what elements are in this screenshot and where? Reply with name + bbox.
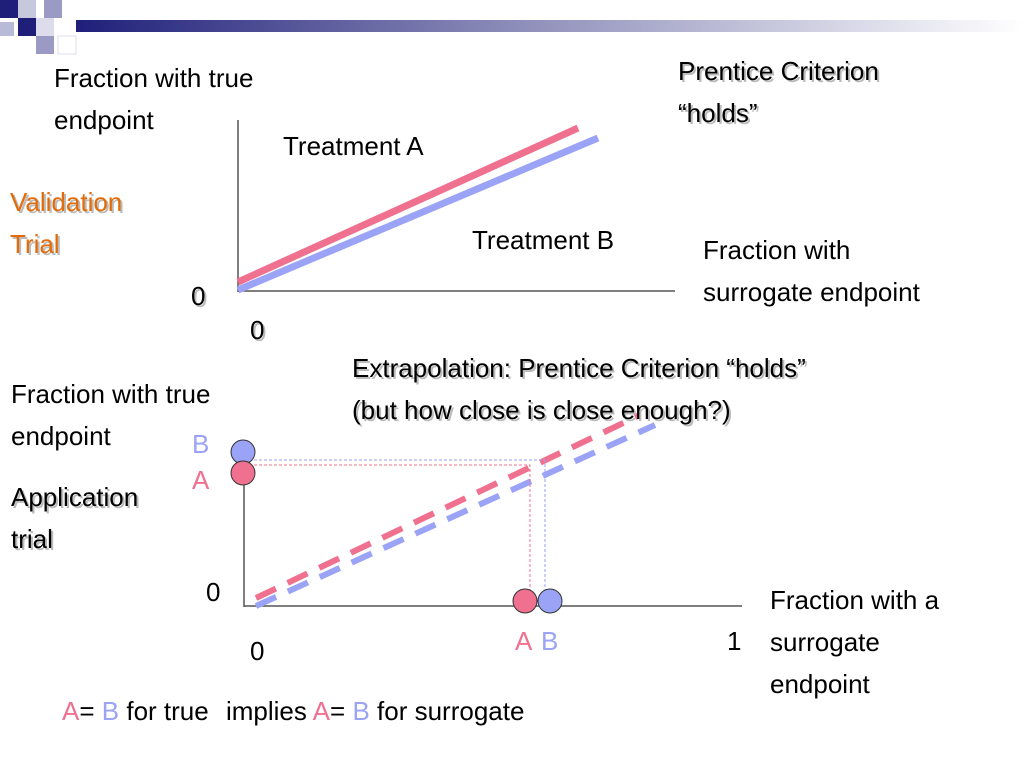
- conclusion-eq2: =: [330, 696, 346, 726]
- treatment-a-dashed-line: [254, 412, 642, 601]
- treatment-b-dashed-line: [254, 422, 657, 609]
- application-trial-label: Application trial: [11, 482, 139, 554]
- conclusion-eq1: =: [79, 696, 95, 726]
- conclusion-b1: B: [101, 696, 120, 726]
- conclusion: A= B for true implies A= B for surrogate: [62, 690, 524, 732]
- deco-square: [44, 0, 62, 18]
- conclusion-text2: implies: [225, 696, 307, 726]
- application-x-axis-label: Fraction with a surrogate endpoint: [770, 585, 940, 699]
- validation-x-axis-label: Fraction with surrogate endpoint: [703, 235, 920, 307]
- conclusion-a2: A: [312, 696, 331, 726]
- application-x-max: 1: [727, 626, 742, 656]
- validation-trial-label: Validation Trial: [10, 187, 123, 259]
- deco-square: [0, 22, 14, 36]
- header-decoration: [0, 0, 1024, 55]
- marker-a-y-label: A: [192, 465, 210, 495]
- deco-square: [57, 35, 77, 55]
- deco-square: [36, 36, 54, 54]
- marker-b-x-axis: [537, 588, 563, 614]
- deco-square: [18, 0, 36, 18]
- treatment-b-label: Treatment B: [472, 225, 615, 255]
- validation-origin-x: 0: [250, 315, 265, 345]
- validation-y-axis-label: Fraction with true endpoint: [54, 63, 254, 135]
- treatment-b-line: [236, 134, 600, 294]
- application-y-axis-label: Fraction with true endpoint: [11, 379, 211, 451]
- conclusion-a1: A: [62, 696, 80, 726]
- conclusion-text3: for surrogate: [377, 696, 525, 726]
- extrapolation-caption: Extrapolation: Prentice Criterion “holds…: [352, 353, 806, 425]
- deco-square: [36, 18, 54, 36]
- marker-a-y-axis: [230, 460, 256, 486]
- marker-a-x-label: A: [515, 626, 533, 656]
- treatment-b-guide: [244, 459, 546, 600]
- deco-square: [18, 18, 36, 36]
- marker-a-x-axis: [512, 588, 538, 614]
- marker-b-y-label: B: [192, 429, 210, 459]
- marker-b-y-axis: [230, 439, 256, 465]
- marker-b-x-label: B: [541, 626, 559, 656]
- conclusion-b2: B: [352, 696, 370, 726]
- validation-origin-y: 0: [191, 281, 206, 311]
- deco-square: [0, 0, 18, 18]
- validation-title: Prentice Criterion “holds”: [678, 56, 879, 128]
- treatment-a-line: [236, 124, 580, 286]
- header-bar: [76, 20, 1024, 32]
- treatment-a-guide: [244, 464, 531, 600]
- application-origin-y: 0: [206, 577, 221, 607]
- treatment-a-label: Treatment A: [283, 131, 424, 161]
- conclusion-text1: for true: [126, 696, 209, 726]
- application-origin-x: 0: [250, 636, 265, 666]
